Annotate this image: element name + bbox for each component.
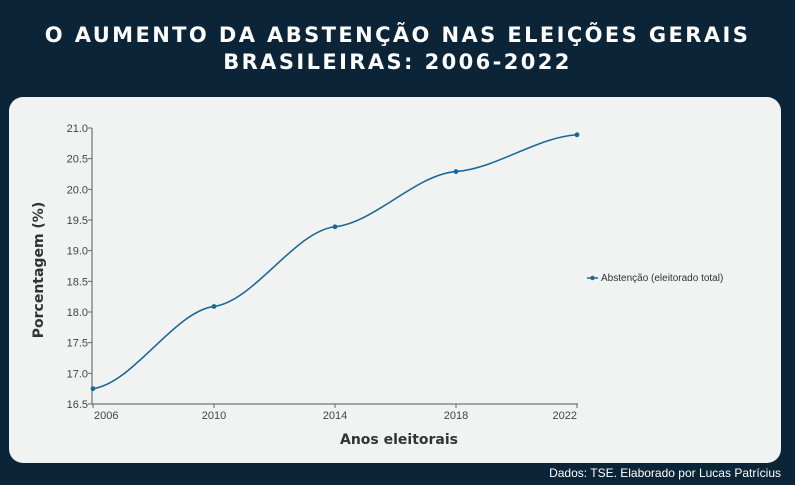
y-tick-label: 19.5	[67, 215, 88, 227]
x-tick-label: 2010	[202, 410, 226, 422]
data-point	[332, 224, 338, 230]
data-point	[574, 132, 580, 138]
y-tick-label: 21.0	[67, 123, 88, 135]
source-note: Dados: TSE. Elaborado por Lucas Patríciu…	[549, 466, 781, 480]
x-tick-label: 2014	[323, 410, 347, 422]
legend-swatch-marker	[590, 275, 595, 281]
y-tick-label: 18.5	[67, 276, 88, 288]
chart-title-line2: BRASILEIRAS: 2006-2022	[223, 50, 572, 74]
data-point	[90, 386, 96, 392]
y-axis-title: Porcentagem (%)	[31, 202, 47, 339]
y-tick-label: 17.0	[67, 368, 88, 380]
x-axis-title: Anos eleitorais	[340, 432, 458, 448]
x-axis-ticks: 2006 2010 2014 2018 2022	[92, 404, 578, 422]
chart-title: O AUMENTO DA ABSTENÇÃO NAS ELEIÇÕES GERA…	[0, 22, 795, 76]
y-axis-ticks: 16.5 17.0 17.5 18.0 18.5 19.0 19.5 20.0 20.5 21.0	[67, 123, 92, 411]
x-tick-label: 2022	[553, 410, 577, 422]
y-tick-label: 20.5	[67, 154, 88, 166]
x-tick-label: 2006	[94, 410, 118, 422]
chart-axes	[91, 128, 578, 405]
chart-title-line1: O AUMENTO DA ABSTENÇÃO NAS ELEIÇÕES GERA…	[44, 23, 751, 47]
series-layer	[90, 132, 580, 392]
x-tick-label: 2018	[444, 410, 468, 422]
series-line	[92, 133, 578, 390]
y-tick-label: 16.5	[67, 399, 88, 411]
legend: Abstenção (eleitorado total)	[587, 273, 723, 284]
y-tick-label: 20.0	[67, 184, 88, 196]
chart-panel	[9, 97, 781, 463]
data-point	[453, 169, 459, 174]
y-tick-label: 18.0	[67, 307, 88, 319]
data-point	[211, 304, 217, 309]
legend-label: Abstenção (eleitorado total)	[601, 273, 723, 284]
y-tick-label: 19.0	[67, 246, 88, 258]
y-tick-label: 17.5	[67, 338, 88, 350]
